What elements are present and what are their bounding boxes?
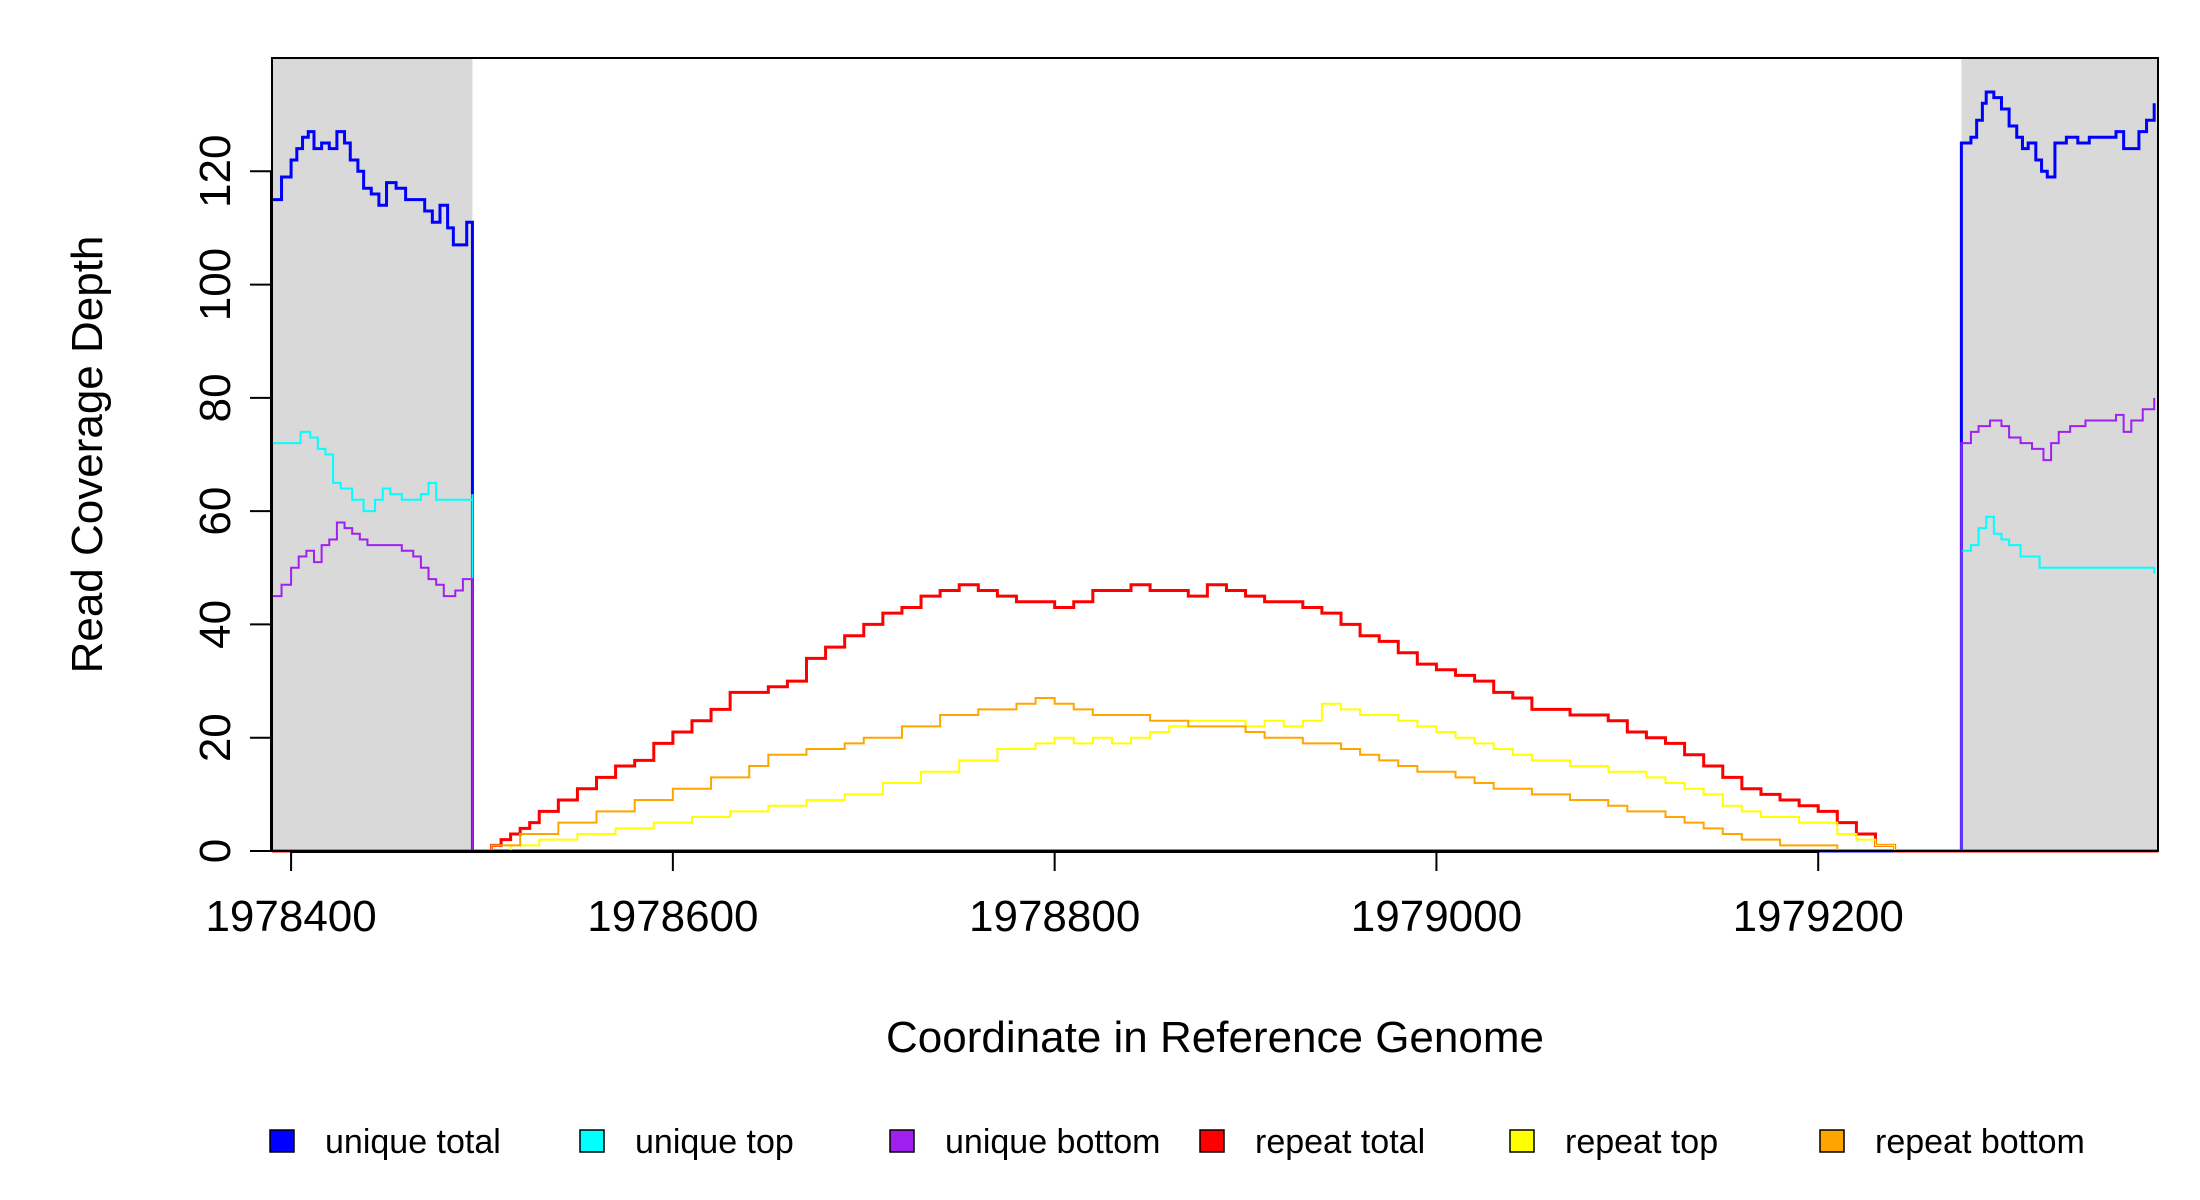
legend-swatch (889, 1129, 915, 1153)
legend-swatch (1819, 1129, 1845, 1153)
legend-swatch (269, 1129, 295, 1153)
y-tick-label: 20 (191, 713, 240, 762)
legend-item-repeat-top: repeat top (1509, 1123, 1718, 1161)
shaded-region-2 (1961, 58, 2158, 851)
y-tick-label: 0 (191, 839, 240, 863)
legend-label: repeat top (1565, 1123, 1718, 1161)
series-unique-total (272, 90, 2156, 853)
y-tick-label: 40 (191, 600, 240, 649)
x-tick-label: 1978400 (205, 892, 376, 941)
legend-swatch (1199, 1129, 1225, 1153)
series-repeat-bottom (272, 697, 2158, 852)
legend-swatch (579, 1129, 605, 1153)
legend-item-repeat-total: repeat total (1199, 1123, 1425, 1161)
series-repeat-total (272, 583, 2158, 853)
x-axis-label: Coordinate in Reference Genome (886, 1013, 1544, 1062)
x-tick-label: 1978800 (969, 892, 1140, 941)
x-tick-label: 1979200 (1733, 892, 1904, 941)
y-tick-label: 120 (191, 135, 240, 208)
legend-swatch (1509, 1129, 1535, 1153)
y-tick-label: 60 (191, 487, 240, 536)
legend-label: repeat total (1255, 1123, 1425, 1161)
y-axis-label: Read Coverage Depth (63, 236, 112, 674)
y-tick-label: 80 (191, 373, 240, 422)
legend-item-unique-bottom: unique bottom (889, 1123, 1161, 1161)
x-tick-label: 1979000 (1351, 892, 1522, 941)
legend-item-unique-top: unique top (579, 1123, 794, 1161)
legend-label: repeat bottom (1875, 1123, 2085, 1161)
x-tick-label: 1978600 (587, 892, 758, 941)
legend-item-repeat-bottom: repeat bottom (1819, 1123, 2085, 1161)
series-lines (272, 90, 2158, 853)
legend-label: unique top (635, 1123, 794, 1161)
x-axis: 1978400 1978600 1978800 1979000 1979200 (205, 851, 1904, 941)
legend-label: unique total (325, 1123, 501, 1161)
series-repeat-top (272, 702, 2158, 852)
legend: unique total unique top unique bottom repea… (269, 1123, 2085, 1161)
y-axis: 0 20 40 60 80 100 120 (191, 135, 272, 863)
legend-item-unique-total: unique total (269, 1123, 501, 1161)
legend-label: unique bottom (945, 1123, 1161, 1161)
series-unique-top (272, 430, 2156, 852)
series-unique-bottom (272, 397, 2156, 852)
y-tick-label: 100 (191, 248, 240, 321)
shaded-region-1 (272, 58, 473, 851)
